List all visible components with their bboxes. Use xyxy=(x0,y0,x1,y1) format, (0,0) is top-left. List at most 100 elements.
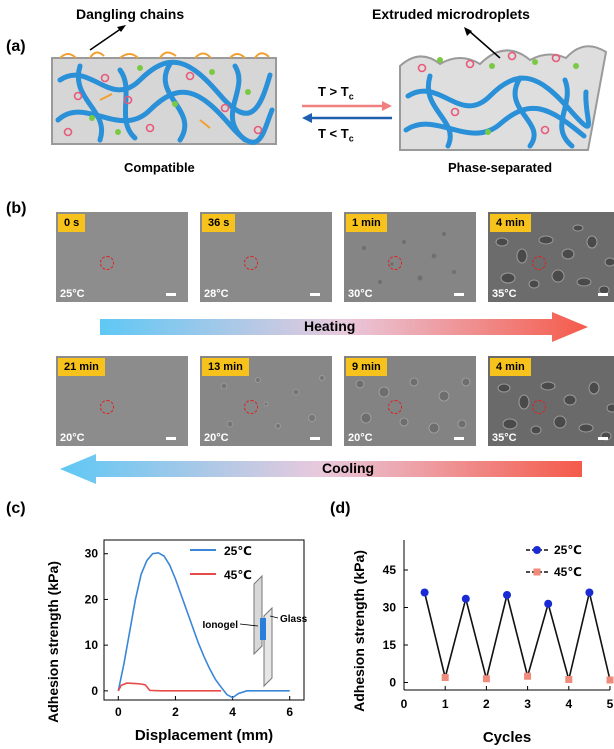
time-badge: 9 min xyxy=(346,358,387,376)
ionogel-pointer xyxy=(239,623,259,627)
legend-marker-45c xyxy=(533,568,541,576)
data-point-25c xyxy=(420,588,429,597)
panel-c-label: (c) xyxy=(6,500,26,517)
time-badge: 36 s xyxy=(202,214,236,232)
y-axis-label: Adhesion strength (kPa) xyxy=(351,550,367,712)
x-tick-label: 4 xyxy=(229,705,236,719)
ionogel-layer xyxy=(260,618,266,640)
x-tick-label: 2 xyxy=(483,697,490,711)
cool-condition-text: T < T xyxy=(318,126,349,141)
legend-marker-25c xyxy=(533,546,541,554)
cycle-connecting-line xyxy=(423,592,611,681)
data-point-25c xyxy=(544,599,553,608)
panel-a-label: (a) xyxy=(6,38,26,55)
y-tick-label: 0 xyxy=(389,676,396,690)
series-line-25c xyxy=(117,551,290,699)
temperature-label: 35°C xyxy=(492,432,517,444)
time-badge: 21 min xyxy=(58,358,105,376)
heat-condition-label: T > Tc xyxy=(318,84,354,102)
tracking-circle xyxy=(100,400,114,414)
time-badge: 13 min xyxy=(202,358,249,376)
droplet-pattern xyxy=(355,377,471,434)
legend-label: 25℃ xyxy=(554,543,582,557)
y-tick-label: 20 xyxy=(85,592,99,606)
temperature-label: 30°C xyxy=(348,288,373,300)
y-tick-label: 15 xyxy=(383,638,397,652)
droplet-pattern xyxy=(495,224,614,295)
y-tick-label: 30 xyxy=(85,547,99,561)
x-tick-label: 0 xyxy=(401,697,408,711)
micrograph-cooling-2: 13 min 20°C xyxy=(200,356,332,446)
micrograph-cooling-3: 9 min 20°C xyxy=(344,356,476,446)
x-tick-label: 2 xyxy=(172,705,179,719)
scale-bar xyxy=(310,437,320,440)
cooling-arrow xyxy=(302,113,392,123)
data-point-25c xyxy=(585,588,594,597)
scale-bar xyxy=(598,437,608,440)
series-line-45c xyxy=(117,682,222,692)
y-tick-label: 30 xyxy=(383,601,397,615)
extruded-pointer-arrow xyxy=(464,27,501,59)
phase-separated-caption: Phase-separated xyxy=(448,160,553,175)
tracking-circle xyxy=(532,256,546,270)
droplet-pattern xyxy=(220,375,325,429)
heat-condition-subscript: c xyxy=(348,91,354,102)
y-tick-label: 45 xyxy=(383,563,397,577)
cool-condition-label: T < Tc xyxy=(318,126,354,144)
scale-bar xyxy=(598,293,608,296)
time-badge: 4 min xyxy=(490,214,531,232)
dangling-chains-label: Dangling chains xyxy=(76,6,185,22)
x-tick-label: 4 xyxy=(565,697,572,711)
micrograph-heating-2: 36 s 28°C xyxy=(200,212,332,302)
heating-label: Heating xyxy=(304,318,356,334)
phase-separated-gel-block xyxy=(399,45,608,151)
cooling-gradient-arrow xyxy=(60,454,582,484)
panel-a-schematic xyxy=(51,25,608,151)
micrograph-cooling-1: 21 min 20°C xyxy=(56,356,188,446)
temperature-label: 20°C xyxy=(348,432,373,444)
x-tick-label: 6 xyxy=(286,705,293,719)
heating-arrow xyxy=(302,101,392,111)
time-badge: 4 min xyxy=(490,358,531,376)
scale-bar xyxy=(310,293,320,296)
x-tick-label: 3 xyxy=(524,697,531,711)
cooling-label: Cooling xyxy=(322,460,375,476)
data-point-45c xyxy=(606,676,614,684)
panel-d-label: (d) xyxy=(330,500,351,517)
micrograph-heating-1: 0 s 25°C xyxy=(56,212,188,302)
temperature-label: 25°C xyxy=(60,288,85,300)
plot-frame xyxy=(103,539,305,701)
legend-label: 45℃ xyxy=(554,565,582,579)
inset-ionogel-label: Ionogel xyxy=(202,620,238,631)
tracking-circle xyxy=(244,400,258,414)
time-badge: 1 min xyxy=(346,214,387,232)
x-tick-label: 1 xyxy=(442,697,449,711)
compatible-caption: Compatible xyxy=(124,160,195,175)
temperature-label: 28°C xyxy=(204,288,229,300)
tracking-circle xyxy=(388,256,402,270)
x-tick-label: 5 xyxy=(607,697,614,711)
data-point-45c xyxy=(565,676,573,683)
heat-condition-text: T > T xyxy=(318,84,349,99)
scale-bar xyxy=(454,437,464,440)
compatible-gel-block xyxy=(51,51,277,145)
tracking-circle xyxy=(388,400,402,414)
tracking-circle xyxy=(100,256,114,270)
tracking-circle xyxy=(532,400,546,414)
scale-bar xyxy=(454,293,464,296)
x-axis-label: Cycles xyxy=(483,729,531,746)
y-tick-label: 10 xyxy=(85,638,99,652)
panel-b-label: (b) xyxy=(6,200,27,217)
tracking-circle xyxy=(244,256,258,270)
legend-label: 25℃ xyxy=(224,544,252,558)
inset-glass-label: Glass xyxy=(280,614,308,625)
glass-pointer xyxy=(269,615,279,619)
x-tick-label: 0 xyxy=(115,705,122,719)
data-point-45c xyxy=(482,675,490,683)
droplet-pattern xyxy=(497,381,614,441)
extruded-microdroplets-label: Extruded microdroplets xyxy=(372,6,530,22)
data-point-25c xyxy=(503,591,511,599)
y-tick-label: 0 xyxy=(91,684,98,698)
legend-label: 45℃ xyxy=(224,568,252,582)
